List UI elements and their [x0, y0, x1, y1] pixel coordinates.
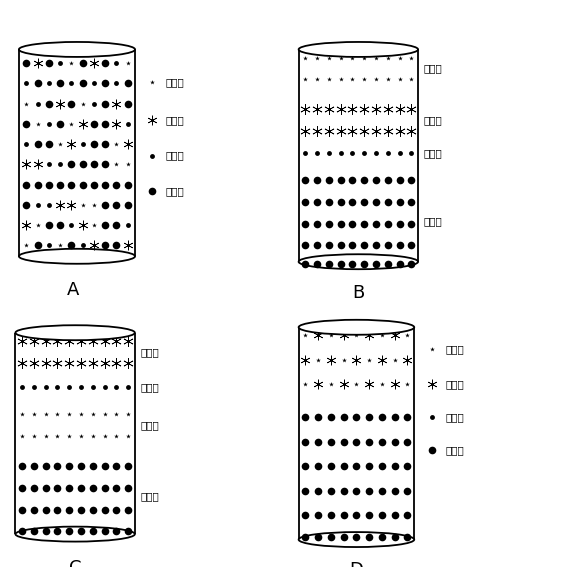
- Text: 脂肪酶: 脂肪酶: [165, 77, 184, 87]
- Text: B: B: [352, 284, 365, 302]
- Text: 吸附剂: 吸附剂: [424, 216, 443, 226]
- Ellipse shape: [299, 254, 418, 269]
- Text: 吸附剂: 吸附剂: [140, 491, 160, 501]
- Text: 脂肪酶: 脂肪酶: [445, 344, 464, 354]
- Ellipse shape: [299, 532, 414, 547]
- Text: 助滤剂: 助滤剂: [165, 151, 184, 160]
- Ellipse shape: [16, 325, 135, 340]
- Text: 脂肪酶: 脂肪酶: [140, 420, 160, 430]
- Text: A: A: [67, 281, 79, 299]
- Text: 无机碱: 无机碱: [140, 347, 160, 357]
- Ellipse shape: [299, 320, 414, 335]
- Text: 助滤剂: 助滤剂: [140, 382, 160, 392]
- Ellipse shape: [19, 42, 135, 57]
- Text: 无机碱: 无机碱: [424, 115, 443, 125]
- Text: 吸附剂: 吸附剂: [165, 186, 184, 196]
- Text: 脂肪酶: 脂肪酶: [424, 64, 443, 74]
- Text: 助滤剂: 助滤剂: [424, 148, 443, 158]
- Text: 助滤剂: 助滤剂: [445, 412, 464, 422]
- Text: D: D: [350, 561, 364, 567]
- Text: 吸附剂: 吸附剂: [445, 445, 464, 455]
- Ellipse shape: [19, 249, 135, 264]
- Text: 无机碱: 无机碱: [165, 115, 184, 125]
- Text: 无机碱: 无机碱: [445, 379, 464, 390]
- Ellipse shape: [16, 527, 135, 541]
- Ellipse shape: [299, 42, 418, 57]
- Text: C: C: [69, 558, 81, 567]
